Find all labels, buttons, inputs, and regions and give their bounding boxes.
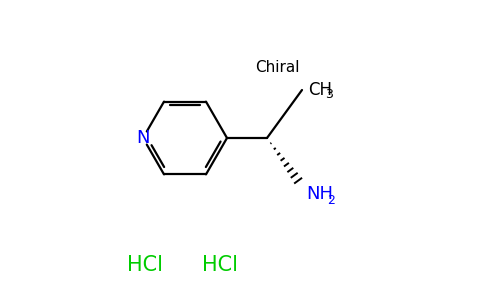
Text: Chiral: Chiral [255,61,299,76]
Text: HCl: HCl [127,255,163,275]
Text: NH: NH [306,185,333,203]
Text: 2: 2 [327,194,335,206]
Text: CH: CH [308,81,332,99]
Text: HCl: HCl [202,255,238,275]
Text: N: N [136,129,150,147]
Text: 3: 3 [325,88,333,101]
